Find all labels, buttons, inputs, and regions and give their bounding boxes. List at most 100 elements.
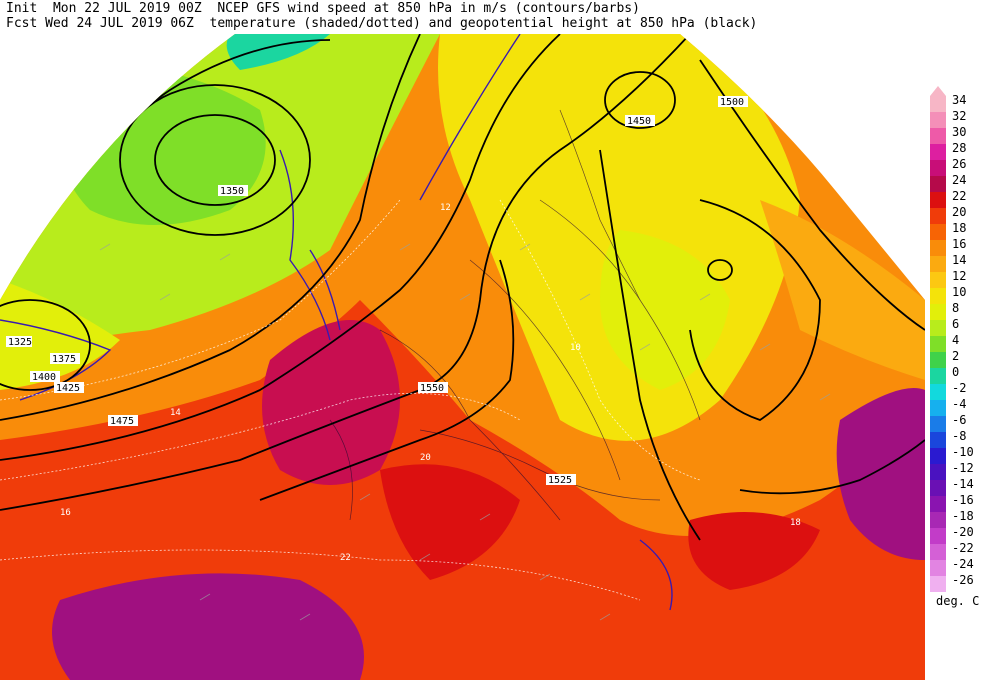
contour-low-1450 — [604, 71, 676, 129]
contour-low-1350 — [154, 114, 276, 206]
legend-label: -6 — [952, 413, 967, 427]
temp-label-16: 16 — [60, 508, 71, 518]
legend-label: -10 — [952, 445, 974, 459]
contour-1475-trough — [599, 149, 701, 541]
legend-swatch — [930, 176, 946, 192]
border-d — [419, 429, 661, 501]
legend-swatch — [930, 576, 946, 592]
legend-swatch — [930, 128, 946, 144]
border-e — [559, 109, 641, 301]
legend-swatch — [930, 368, 946, 384]
legend-label: 16 — [952, 237, 967, 251]
isoline-a — [0, 199, 401, 401]
legend-swatch — [930, 304, 946, 320]
legend-label: -8 — [952, 429, 967, 443]
temp-label-10: 10 — [570, 343, 581, 353]
wind-barbs — [99, 243, 831, 621]
coast-britain — [279, 149, 331, 341]
height-label-1525: 1525 — [548, 475, 572, 486]
legend-label: 22 — [952, 189, 967, 203]
hlabel-bg-1325 — [6, 336, 32, 347]
temp-band-hotter-iberia — [262, 320, 400, 485]
legend-label: 0 — [952, 365, 960, 379]
legend-label: 4 — [952, 333, 960, 347]
legend-label: -12 — [952, 461, 974, 475]
legend-label: 26 — [952, 157, 967, 171]
temp-band-west — [0, 280, 120, 390]
coast-norway — [419, 34, 521, 201]
legend-label: -14 — [952, 477, 974, 491]
legend-swatch — [930, 480, 946, 496]
hlabel-bg-1475 — [108, 415, 138, 426]
legend-swatch — [930, 208, 946, 224]
height-label-1425: 1425 — [56, 383, 80, 394]
contour-west-low — [0, 299, 91, 391]
border-a — [379, 329, 561, 521]
temp-label-20: 20 — [420, 453, 431, 463]
legend-swatch — [930, 112, 946, 128]
height-contours — [0, 34, 925, 541]
legend-swatch — [930, 400, 946, 416]
legend-label: 14 — [952, 253, 967, 267]
height-label-1400: 1400 — [32, 372, 56, 383]
legend-swatch — [930, 448, 946, 464]
legend-label: 32 — [952, 109, 967, 123]
coast-ireland — [309, 249, 341, 331]
legend-swatch — [930, 96, 946, 112]
legend-units: deg. C — [936, 594, 980, 608]
legend-label: 30 — [952, 125, 967, 139]
legend-swatch — [930, 272, 946, 288]
contour-1475 — [0, 34, 421, 421]
height-label-1450: 1450 — [627, 116, 651, 127]
legend-label: -22 — [952, 541, 974, 555]
legend-swatch — [930, 336, 946, 352]
height-label-1325: 1325 — [8, 337, 32, 348]
contour-small-ring — [707, 259, 733, 281]
hlabel-bg-1500 — [718, 96, 748, 107]
legend-label: 8 — [952, 301, 960, 315]
temp-label-12: 12 — [440, 203, 451, 213]
temp-band-coldest — [226, 34, 330, 70]
legend-label: -2 — [952, 381, 967, 395]
header-line-forecast: Fcst Wed 24 JUL 2019 06Z temperature (sh… — [6, 16, 758, 31]
legend-label: -18 — [952, 509, 974, 523]
barb-set — [99, 243, 831, 621]
contour-1500 — [0, 34, 561, 461]
hlabel-bg-1550 — [418, 382, 448, 393]
isoline-c — [499, 199, 701, 481]
legend-swatch — [930, 240, 946, 256]
weather-map: 1325 1350 1375 1400 1425 1450 1475 1500 … — [0, 34, 925, 680]
legend-label: 24 — [952, 173, 967, 187]
hlabel-bg-1350 — [218, 185, 248, 196]
hlabel-bg-1450 — [625, 115, 655, 126]
height-label-1375: 1375 — [52, 354, 76, 365]
legend-swatch — [930, 560, 946, 576]
legend-label: 18 — [952, 221, 967, 235]
temp-band-east — [760, 200, 925, 380]
legend-label: 6 — [952, 317, 960, 331]
height-label-group: 1325 1350 1375 1400 1425 1450 1475 1500 … — [6, 96, 748, 486]
contour-1550 — [259, 259, 515, 501]
legend-label: 20 — [952, 205, 967, 219]
legend-label: -20 — [952, 525, 974, 539]
legend-swatch — [930, 528, 946, 544]
hlabel-bg-1425 — [54, 382, 84, 393]
header-line-init: Init Mon 22 JUL 2019 00Z NCEP GFS wind s… — [6, 1, 640, 16]
legend-swatch — [930, 160, 946, 176]
legend-swatch — [930, 464, 946, 480]
isoline-d — [0, 549, 641, 601]
temp-label-group: 16 14 12 10 20 22 18 — [60, 203, 801, 563]
temp-isolines — [0, 199, 701, 601]
coast-greece — [639, 539, 673, 611]
height-label-1500: 1500 — [720, 97, 744, 108]
hlabel-bg-1525 — [546, 474, 576, 485]
legend-label: -16 — [952, 493, 974, 507]
legend-label: 12 — [952, 269, 967, 283]
legend-label: 28 — [952, 141, 967, 155]
legend-swatch — [930, 352, 946, 368]
legend-swatch — [930, 288, 946, 304]
temp-label-14: 14 — [170, 408, 181, 418]
temp-label-18: 18 — [790, 518, 801, 528]
legend-label: 2 — [952, 349, 960, 363]
legend-swatch — [930, 384, 946, 400]
